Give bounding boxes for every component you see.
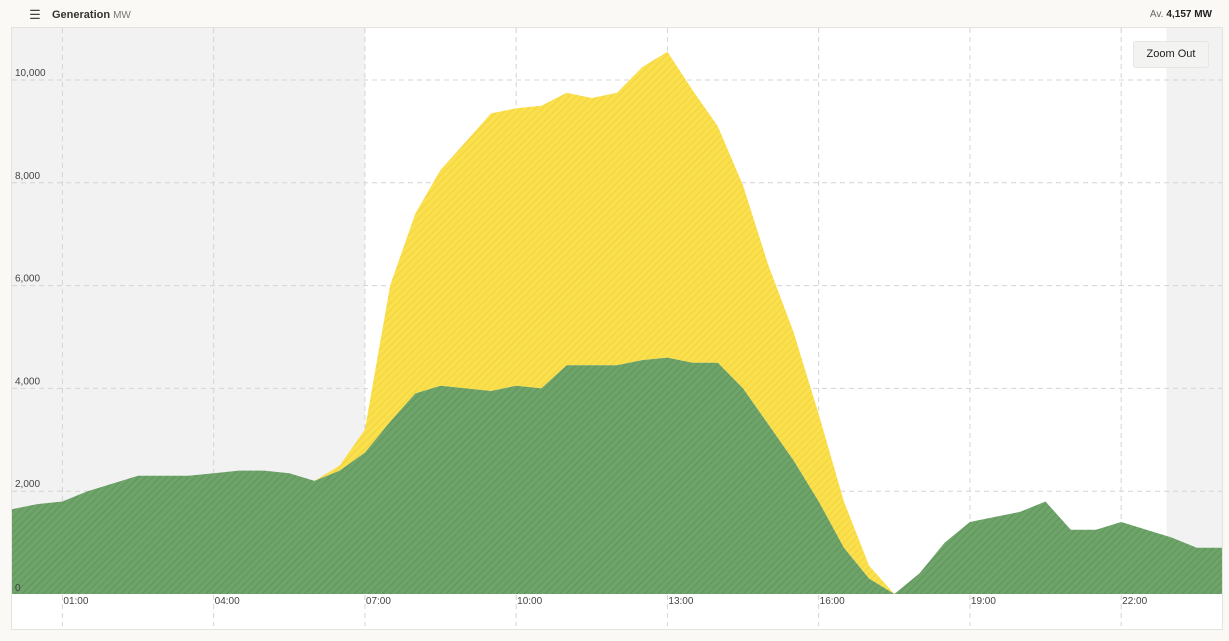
night-shade-band [1166, 28, 1222, 594]
average-value: 4,157 MW [1166, 9, 1212, 20]
x-tick-label: 01:00 [63, 596, 88, 607]
average-label: Av. [1149, 9, 1164, 20]
x-tick-label: 13:00 [668, 596, 693, 607]
x-tick-label: 04:00 [215, 596, 240, 607]
x-tick-label: 19:00 [971, 596, 996, 607]
y-tick-label: 2,000 [15, 479, 40, 490]
x-tick-label: 16:00 [820, 596, 845, 607]
x-tick-label: 10:00 [517, 596, 542, 607]
series-2-area [12, 51, 1222, 594]
chart-title: Generation MW [52, 9, 131, 21]
y-tick-label: 8,000 [15, 171, 40, 182]
y-tick-label: 10,000 [15, 68, 46, 79]
chart-unit: MW [113, 10, 131, 21]
zoom-out-button[interactable]: Zoom Out [1133, 41, 1209, 68]
hamburger-menu-icon[interactable]: ☰ [29, 7, 41, 22]
x-tick-label: 22:00 [1122, 596, 1147, 607]
y-tick-label: 6,000 [15, 274, 40, 285]
chart-header: ☰ Generation MW Av. 4,157 MW [0, 0, 1229, 30]
y-tick-label: 4,000 [15, 376, 40, 387]
y-tick-label: 0 [15, 583, 21, 594]
x-tick-label: 07:00 [366, 596, 391, 607]
average-readout: Av. 4,157 MW [1150, 9, 1212, 20]
series-1-area [12, 357, 1222, 594]
